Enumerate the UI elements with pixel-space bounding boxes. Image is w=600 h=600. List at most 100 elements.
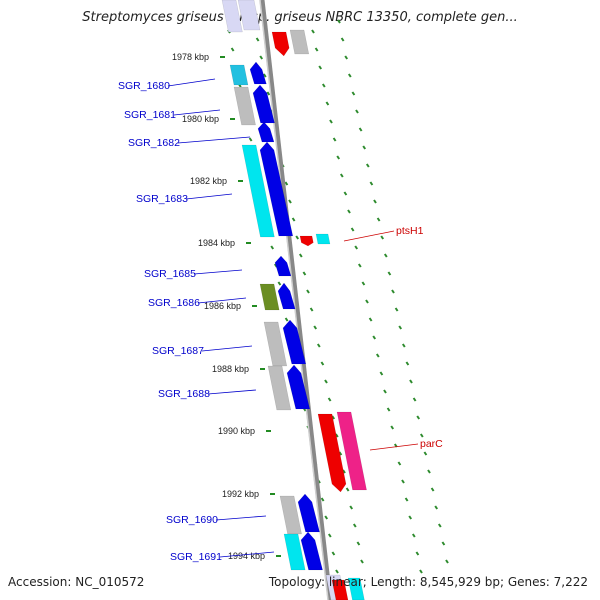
track-border-dot	[340, 37, 345, 42]
gene-label-sgr-1691[interactable]: SGR_1691	[170, 551, 222, 563]
kbp-tick-label: 1992 kbp	[222, 489, 259, 499]
track-border-dot	[397, 461, 402, 466]
kbp-tick-label: 1986 kbp	[204, 301, 241, 311]
gene-sgr-1690-grey[interactable]	[279, 495, 302, 535]
track-border-dot	[419, 569, 423, 574]
track-border-dot	[358, 127, 363, 132]
gene-sgr-1687-grey[interactable]	[263, 321, 288, 367]
track-border-dot	[347, 73, 352, 78]
gene-ptsh1-red[interactable]	[299, 235, 314, 247]
kbp-tick-label: 1978 kbp	[172, 52, 209, 62]
track-border-dot	[401, 343, 406, 348]
track-border-dot	[318, 65, 323, 70]
track-border-dot	[329, 119, 333, 124]
track-border-dot	[434, 505, 439, 510]
track-border-dot	[401, 479, 405, 484]
track-border-dot	[404, 497, 409, 502]
track-border-dot	[351, 91, 356, 96]
map-title: Streptomyces griseus subsp. griseus NBRC…	[82, 10, 518, 25]
track-border-dot	[314, 47, 319, 52]
gene-sgr-1681-blue[interactable]	[252, 84, 275, 124]
gene-sgr-1681-grey[interactable]	[233, 86, 256, 126]
gene-sgr-1688-blue[interactable]	[286, 364, 311, 410]
gene-sgr-1680-blue[interactable]	[249, 61, 267, 85]
track-border-dot	[427, 469, 431, 474]
track-border-dot	[360, 559, 364, 564]
gene-sgr-1688-grey[interactable]	[267, 365, 292, 411]
gene-label-leader	[197, 297, 247, 304]
gene-parc-red[interactable]	[317, 413, 347, 493]
gene-ptsh1-cyan[interactable]	[315, 233, 331, 245]
track-border-dot	[357, 263, 362, 268]
track-border-dot	[398, 325, 403, 330]
gene-sgr-1683-cyan[interactable]	[241, 144, 275, 238]
gene-shape-lavender[interactable]	[237, 0, 261, 31]
track-border-dot	[248, 137, 253, 142]
track-border-dot	[423, 451, 428, 456]
track-border-dot	[316, 343, 321, 348]
track-border-dot	[379, 371, 384, 376]
track-border-dot	[411, 533, 416, 538]
topology-text: Topology: linear; Length: 8,545,929 bp; …	[268, 575, 588, 589]
gene-label-sgr-1688[interactable]: SGR_1688	[158, 388, 210, 400]
gene-label-sgr-1680[interactable]: SGR_1680	[118, 80, 170, 92]
track-border-dot	[320, 497, 325, 502]
track-border-dot	[383, 253, 388, 258]
gene-label-sgr-1682[interactable]: SGR_1682	[128, 137, 180, 149]
gene-label-sgr-1690[interactable]: SGR_1690	[166, 514, 218, 526]
gene-label-leader	[201, 345, 253, 352]
gene-shape-red[interactable]	[271, 31, 290, 57]
track-border-dot	[306, 289, 310, 294]
gene-label-sgr-1686[interactable]: SGR_1686	[148, 297, 200, 309]
gene-label-leader	[177, 136, 251, 144]
gene-sgr-1691-blue[interactable]	[300, 531, 323, 571]
gene-shape-cyan[interactable]	[347, 577, 365, 600]
accession-text: Accession: NC_010572	[8, 575, 145, 589]
gene-sgr-1680-cyan[interactable]	[229, 64, 249, 86]
track-border-dot	[255, 37, 260, 42]
track-border-dot	[391, 289, 395, 294]
track-border-dot	[375, 353, 380, 358]
gene-sgr-1686-olive[interactable]	[259, 283, 280, 311]
track-border-dot	[356, 541, 361, 546]
gene-sgr-1687-blue[interactable]	[282, 319, 307, 365]
gene-label-sgr-1685[interactable]: SGR_1685	[144, 268, 196, 280]
track-border-dot	[361, 281, 366, 286]
gene-parc-pink[interactable]	[336, 411, 367, 491]
kbp-tick-label: 1984 kbp	[198, 238, 235, 248]
track-border-dot	[390, 425, 395, 430]
track-border-dot	[349, 505, 354, 510]
track-border-dot	[339, 173, 344, 178]
track-border-dot	[302, 271, 307, 276]
gene-label-sgr-1681[interactable]: SGR_1681	[124, 109, 176, 121]
track-border-dot	[352, 523, 357, 528]
gene-label-sgr-1687[interactable]: SGR_1687	[152, 345, 204, 357]
gene-sgr-1686-blue[interactable]	[277, 282, 296, 310]
track-border-dot	[262, 73, 267, 78]
gene-label-sgr-1683[interactable]: SGR_1683	[136, 193, 188, 205]
track-border-dot	[416, 415, 421, 420]
gene-sgr-1683-blue[interactable]	[259, 141, 294, 237]
gene-sgr-1682-blue[interactable]	[257, 121, 275, 143]
track-border-dot	[445, 559, 449, 564]
gene-label-leader	[219, 551, 275, 558]
track-border-dot	[383, 389, 387, 394]
gene-shape-red[interactable]	[331, 579, 349, 600]
gene-shape-lavender[interactable]	[221, 0, 243, 33]
gene-shape-grey[interactable]	[289, 29, 310, 55]
track-border-dot	[347, 209, 351, 214]
gene-label-leader	[343, 230, 395, 242]
track-border-dot	[309, 307, 314, 312]
gene-label-ptsh1[interactable]: ptsH1	[396, 225, 424, 237]
track-border-dot	[372, 335, 377, 340]
track-border-dot	[291, 217, 296, 222]
gene-sgr-1690-blue[interactable]	[297, 493, 320, 533]
track-border-dot	[342, 469, 346, 474]
track-border-dot	[327, 397, 332, 402]
gene-sgr-1685-blue[interactable]	[274, 255, 292, 277]
track-border-dot	[311, 29, 315, 34]
track-border-dot	[230, 47, 235, 52]
gene-label-parc[interactable]: parC	[420, 438, 443, 450]
gene-sgr-1691-cyan[interactable]	[283, 533, 306, 571]
